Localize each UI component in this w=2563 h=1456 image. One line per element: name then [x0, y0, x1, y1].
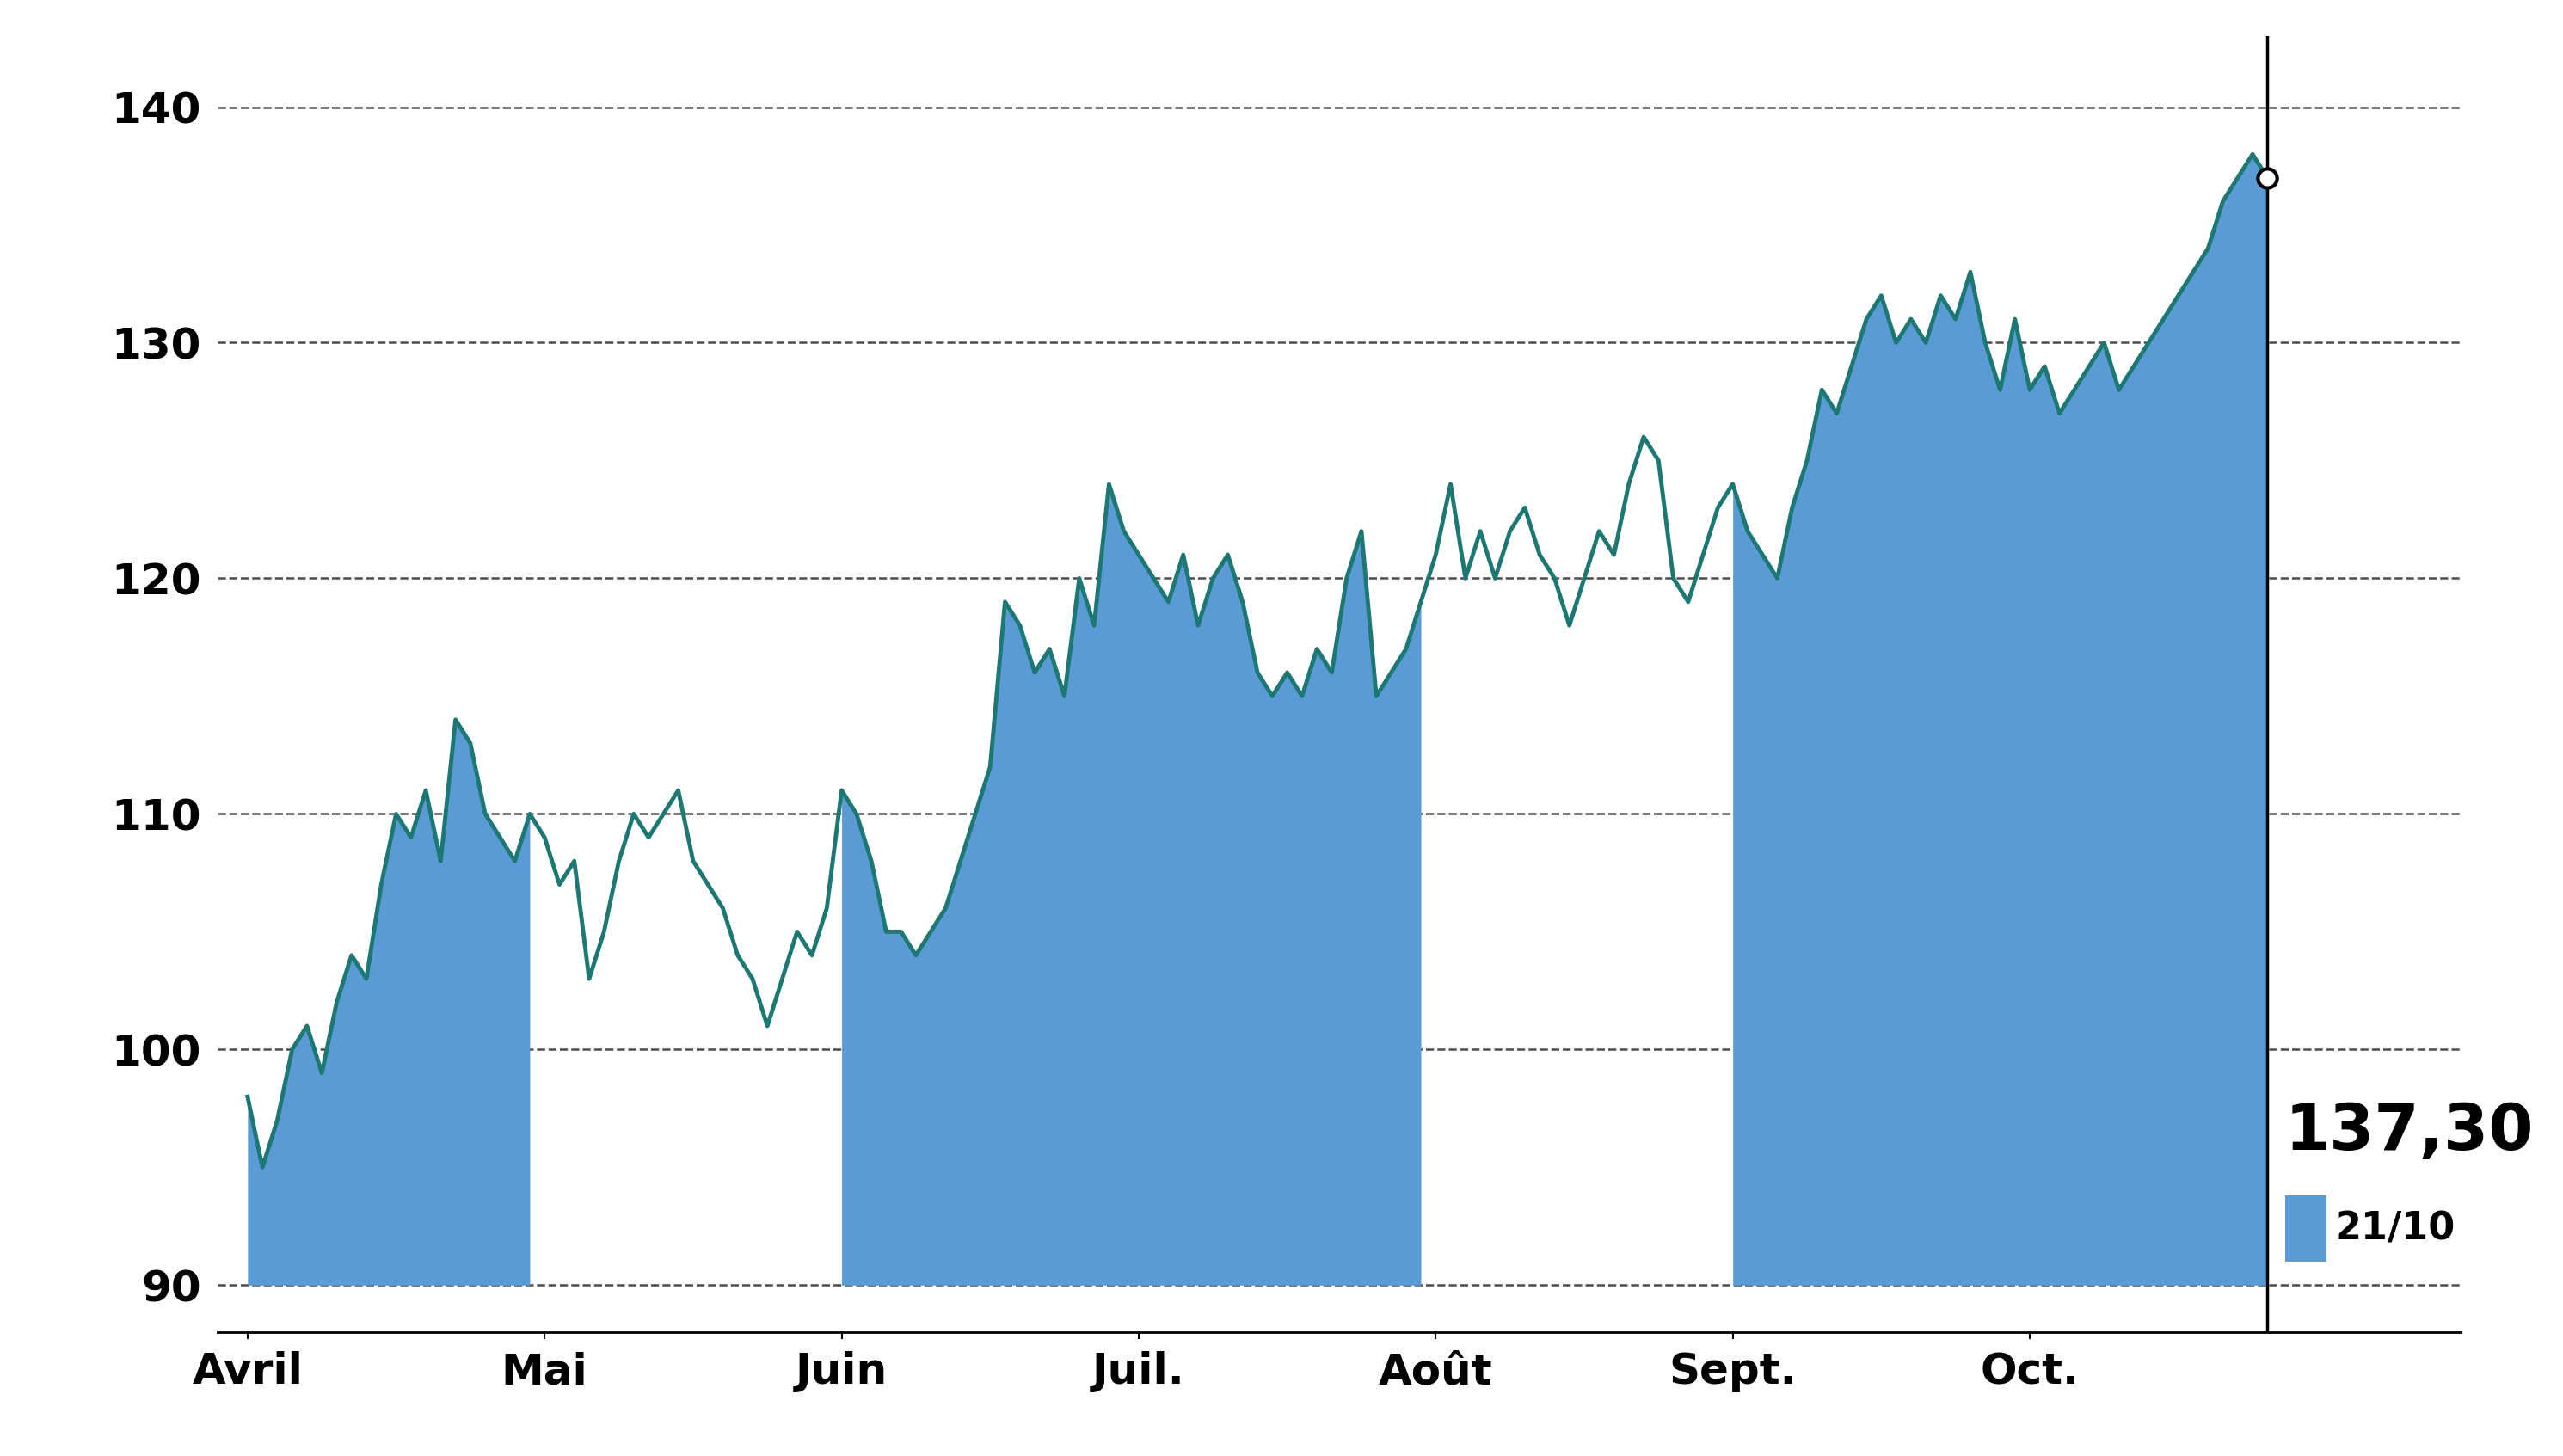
- Text: NEXANS: NEXANS: [1061, 3, 1502, 96]
- Text: 137,30: 137,30: [2286, 1101, 2535, 1163]
- Bar: [2286, 1195, 2327, 1261]
- Text: 21/10: 21/10: [2335, 1210, 2455, 1246]
